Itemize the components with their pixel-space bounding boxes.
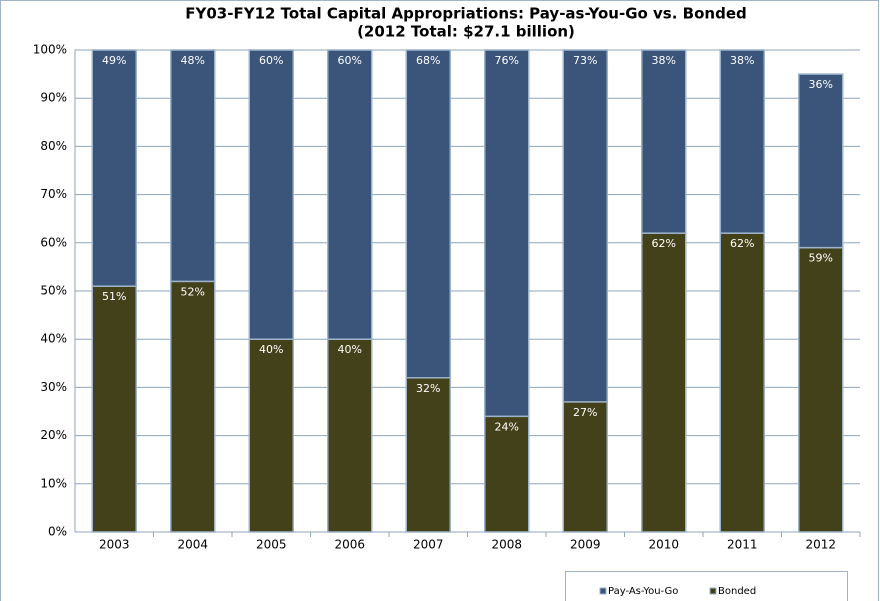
chart-title: FY03-FY12 Total Capital Appropriations: … bbox=[185, 5, 746, 23]
data-label: 40% bbox=[338, 343, 362, 356]
y-tick-label: 10% bbox=[40, 476, 67, 490]
bar-segment bbox=[798, 246, 844, 533]
y-tick-label: 30% bbox=[40, 380, 67, 394]
x-tick-label: 2005 bbox=[256, 538, 287, 552]
y-tick-label: 20% bbox=[40, 428, 67, 442]
y-tick-label: 80% bbox=[40, 139, 67, 153]
data-label: 68% bbox=[416, 54, 440, 67]
data-label: 62% bbox=[652, 237, 676, 250]
bar-segment bbox=[405, 49, 451, 379]
bar-segment bbox=[641, 232, 687, 533]
legend-box bbox=[565, 571, 848, 601]
bar-segment bbox=[641, 49, 687, 234]
data-label: 40% bbox=[259, 343, 283, 356]
data-label: 38% bbox=[652, 54, 676, 67]
data-label: 52% bbox=[181, 285, 205, 298]
bar-segment bbox=[248, 49, 294, 340]
x-tick-label: 2006 bbox=[334, 538, 365, 552]
bar-segment bbox=[719, 49, 765, 234]
legend-label: Pay-As-You-Go bbox=[608, 586, 678, 597]
bar-segment bbox=[170, 49, 216, 283]
y-tick-label: 70% bbox=[40, 187, 67, 201]
x-tick-label: 2003 bbox=[99, 538, 130, 552]
bar-segment bbox=[170, 280, 216, 533]
chart-subtitle: (2012 Total: $27.1 billion) bbox=[357, 23, 575, 41]
data-label: 24% bbox=[495, 420, 519, 433]
x-tick-label: 2004 bbox=[177, 538, 208, 552]
y-tick-label: 50% bbox=[40, 284, 67, 298]
data-label: 36% bbox=[809, 78, 833, 91]
x-tick-label: 2007 bbox=[413, 538, 444, 552]
y-tick-label: 90% bbox=[40, 91, 67, 105]
y-tick-label: 40% bbox=[40, 332, 67, 346]
data-label: 76% bbox=[495, 54, 519, 67]
legend-marker bbox=[599, 587, 607, 595]
bar-segment bbox=[484, 415, 530, 533]
bar-segment bbox=[327, 338, 373, 533]
bar-segment bbox=[719, 232, 765, 533]
data-label: 49% bbox=[102, 54, 126, 67]
y-tick-label: 100% bbox=[33, 43, 67, 57]
data-label: 38% bbox=[730, 54, 754, 67]
bar-segment bbox=[91, 285, 137, 533]
data-label: 62% bbox=[730, 237, 754, 250]
data-label: 73% bbox=[573, 54, 597, 67]
legend-marker bbox=[709, 587, 717, 595]
data-label: 32% bbox=[416, 382, 440, 395]
data-label: 51% bbox=[102, 290, 126, 303]
y-tick-label: 0% bbox=[48, 525, 67, 539]
data-label: 27% bbox=[573, 406, 597, 419]
x-tick-label: 2009 bbox=[570, 538, 601, 552]
data-label: 48% bbox=[181, 54, 205, 67]
bar-segment bbox=[91, 49, 137, 287]
legend-label: Bonded bbox=[718, 586, 756, 597]
data-label: 60% bbox=[259, 54, 283, 67]
bar-segment bbox=[248, 338, 294, 533]
y-tick-label: 60% bbox=[40, 235, 67, 249]
bar-segment bbox=[562, 401, 608, 533]
x-tick-label: 2012 bbox=[805, 538, 836, 552]
bar-segment bbox=[405, 377, 451, 533]
bar-segment bbox=[562, 49, 608, 403]
x-tick-label: 2008 bbox=[491, 538, 522, 552]
x-tick-label: 2011 bbox=[727, 538, 758, 552]
data-label: 59% bbox=[809, 252, 833, 265]
bar-segment bbox=[327, 49, 373, 340]
bar-segment bbox=[484, 49, 530, 418]
data-label: 60% bbox=[338, 54, 362, 67]
bar-segment bbox=[798, 73, 844, 249]
x-tick-label: 2010 bbox=[648, 538, 679, 552]
